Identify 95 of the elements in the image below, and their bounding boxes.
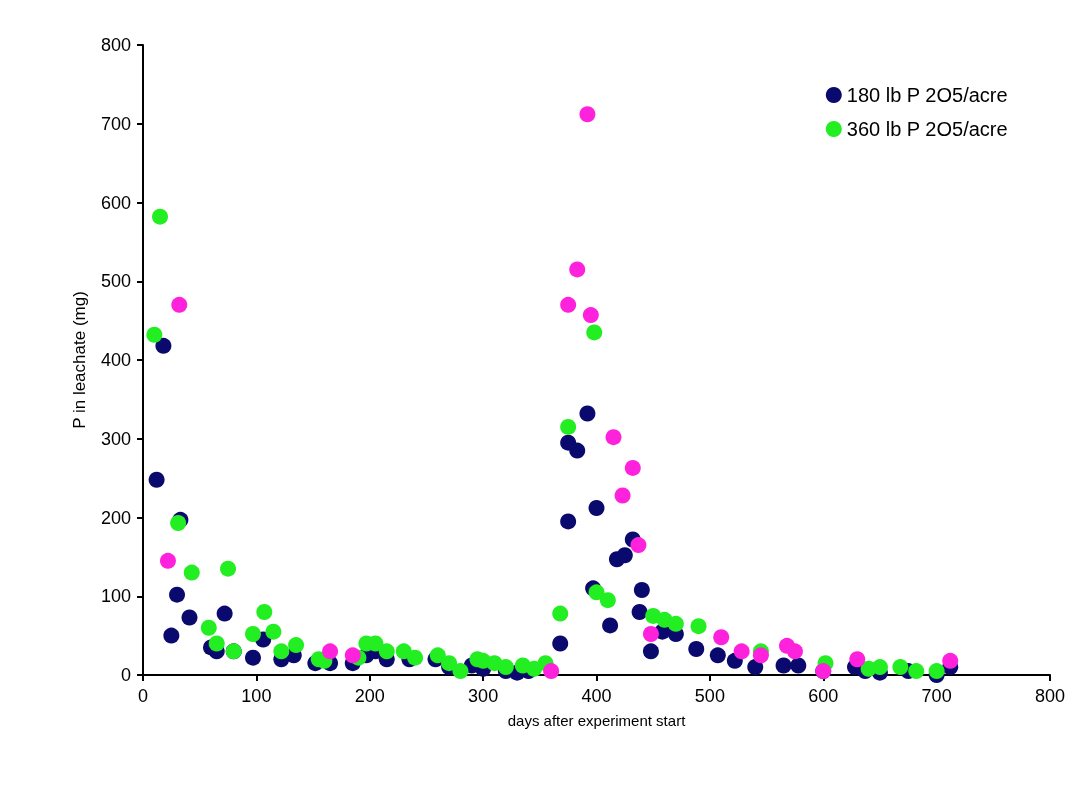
point — [288, 637, 305, 654]
x-tick-label: 600 — [808, 686, 839, 706]
point — [155, 337, 172, 354]
x-tick-label: 0 — [137, 686, 149, 706]
legend-label: 180 lb P 2O5/acre — [846, 84, 1008, 106]
x-tick-label: 500 — [694, 686, 725, 706]
point — [624, 459, 641, 476]
x-tick-label: 100 — [241, 686, 272, 706]
point — [633, 581, 650, 598]
point — [642, 643, 659, 660]
point — [441, 655, 458, 672]
x-tick-label: 300 — [468, 686, 499, 706]
point — [560, 296, 577, 313]
point — [733, 643, 750, 660]
point — [790, 657, 807, 674]
y-tick-label: 700 — [100, 113, 131, 134]
point — [560, 418, 577, 435]
point — [642, 626, 659, 643]
point — [407, 649, 424, 666]
point — [170, 515, 187, 532]
point — [273, 643, 290, 660]
point — [690, 618, 707, 635]
y-tick-label: 300 — [100, 428, 131, 449]
point — [579, 405, 596, 422]
point — [616, 547, 633, 564]
point — [208, 635, 225, 652]
y-axis-title: P in leachate (mg) — [70, 291, 89, 429]
point — [256, 604, 273, 620]
point — [630, 537, 647, 554]
point — [244, 649, 261, 666]
point — [908, 663, 925, 680]
point — [667, 615, 684, 632]
point — [220, 560, 237, 577]
point — [169, 586, 186, 603]
point — [181, 609, 198, 626]
point — [146, 326, 163, 343]
point — [526, 660, 543, 677]
point — [378, 643, 395, 660]
point — [588, 500, 605, 517]
point — [552, 605, 569, 622]
point — [631, 604, 648, 620]
point — [775, 657, 792, 674]
point — [395, 643, 412, 660]
point — [200, 619, 217, 636]
point — [159, 552, 176, 569]
point — [244, 626, 261, 643]
point — [497, 659, 514, 676]
point — [148, 471, 165, 488]
point — [599, 592, 616, 609]
y-tick-label: 200 — [100, 507, 131, 528]
point — [892, 659, 909, 676]
y-tick-label: 600 — [100, 192, 131, 213]
y-tick-label: 0 — [120, 665, 131, 685]
x-tick-label: 700 — [921, 686, 952, 706]
legend-label: 360 lb P 2O5/acre — [846, 118, 1008, 140]
point — [871, 659, 888, 676]
y-tick-label: 100 — [100, 586, 131, 607]
point — [582, 307, 599, 324]
point — [216, 605, 233, 622]
x-tick-label: 400 — [581, 686, 612, 706]
point — [569, 442, 586, 459]
point — [579, 106, 596, 123]
point — [452, 663, 469, 680]
y-tick-label: 400 — [100, 350, 131, 370]
point — [586, 324, 603, 341]
point — [709, 647, 726, 664]
point — [429, 647, 446, 664]
point — [786, 643, 803, 660]
point — [265, 623, 282, 640]
point — [688, 641, 705, 658]
x-tick-label: 200 — [354, 686, 385, 706]
point — [322, 643, 339, 660]
point — [569, 261, 586, 278]
x-axis-title: days after experiment start — [507, 712, 687, 729]
point — [713, 629, 730, 646]
point — [942, 652, 959, 669]
y-tick-label: 500 — [100, 271, 131, 292]
point — [602, 617, 619, 634]
point — [928, 663, 945, 680]
point — [747, 659, 764, 676]
point — [614, 487, 631, 504]
point — [552, 635, 569, 652]
y-tick-label: 800 — [100, 35, 131, 55]
point — [183, 564, 200, 581]
point — [560, 513, 577, 530]
point — [171, 296, 188, 313]
point — [163, 627, 180, 644]
point — [543, 663, 560, 680]
point — [605, 429, 622, 446]
point — [152, 208, 169, 225]
point — [344, 647, 361, 664]
x-tick-label: 800 — [1034, 686, 1066, 706]
point — [752, 647, 769, 664]
point — [849, 651, 866, 668]
point — [588, 584, 605, 601]
